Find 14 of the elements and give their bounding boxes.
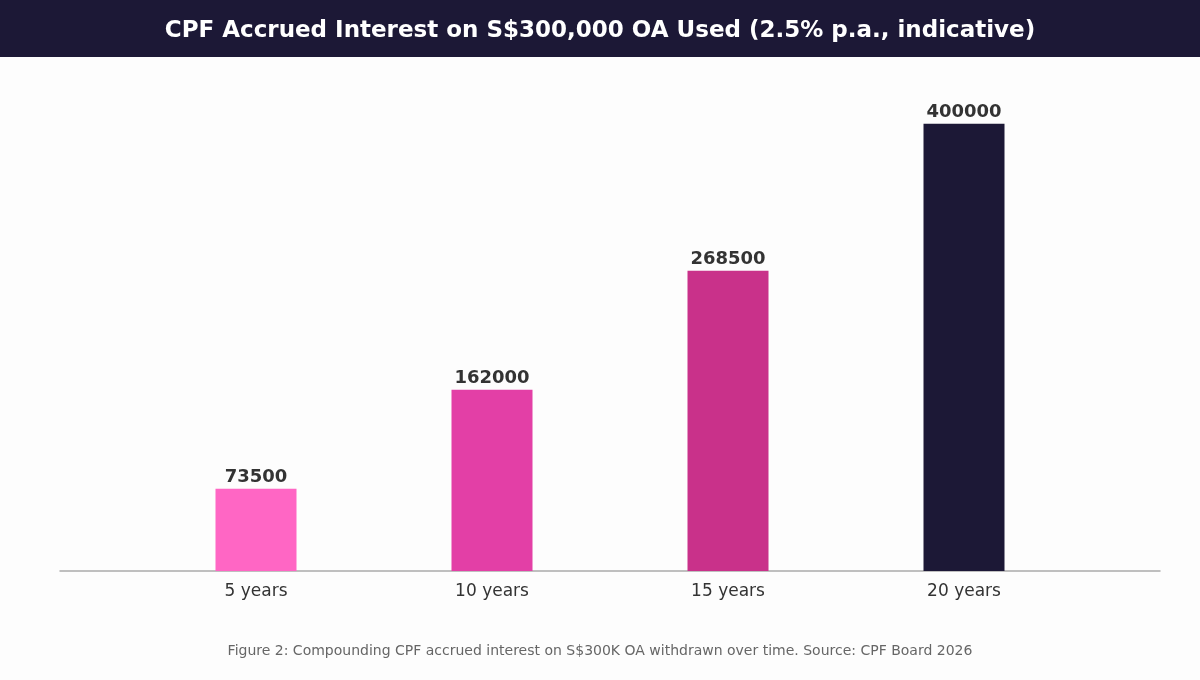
x-tick-label: 20 years [927,579,1002,600]
x-tick-label: 10 years [455,579,530,600]
caption: Figure 2: Compounding CPF accrued interest on S$300K OA withdrawn over time. Source: CPF Board 2026 [227,642,973,658]
data-label: 73500 [224,465,288,487]
bar [451,389,533,571]
bar [923,123,1005,571]
data-label: 268500 [690,247,766,269]
chart-title: CPF Accrued Interest on S$300,000 OA Used (2.5% p.a., indicative) [164,15,1036,42]
data-label: 162000 [454,366,530,388]
x-tick-label: 15 years [691,579,766,600]
bar [215,488,297,571]
data-label: 400000 [926,100,1002,122]
x-tick-label: 5 years [224,579,288,600]
bar [687,270,769,571]
